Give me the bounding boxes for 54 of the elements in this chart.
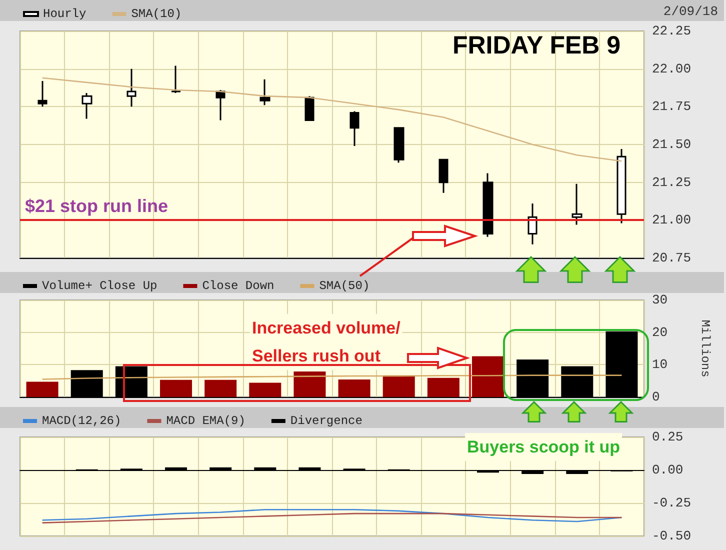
ref-line-label: $21 stop run line: [25, 196, 168, 216]
y-tick-label: 22.00: [652, 61, 692, 76]
bar: [427, 378, 460, 397]
candlestick: [572, 183, 582, 226]
y-tick-label: 21.25: [652, 174, 692, 190]
y-tick-label: 0: [652, 390, 660, 404]
line-series: [42, 77, 622, 162]
candlestick: [126, 68, 136, 108]
legend-label: MACD(12,26): [42, 414, 122, 428]
bar: [26, 382, 58, 397]
chart-title: FRIDAY FEB 9: [452, 32, 621, 60]
candlestick: [82, 92, 92, 120]
legend-label: SMA(50): [319, 279, 370, 293]
candlestick: [170, 65, 182, 94]
bar: [382, 375, 415, 397]
y-axis-title: Millions: [698, 320, 712, 378]
bar: [249, 382, 282, 397]
candlestick: [350, 110, 360, 147]
annotation: Increased volume/ Sellers rush out: [252, 318, 401, 366]
legend-label: Volume+ Close Up: [42, 279, 158, 293]
legend-label: Close Down: [202, 279, 274, 293]
candlestick: [216, 89, 226, 122]
candlestick: [528, 202, 538, 246]
candlestick: [482, 172, 494, 238]
bar: [160, 380, 192, 397]
candlestick: [38, 80, 48, 108]
bar: [204, 380, 237, 397]
y-tick-label: 10: [652, 357, 668, 372]
line-series: [42, 512, 622, 524]
y-tick-label: 21.50: [652, 137, 692, 152]
legend-label: MACD EMA(9): [166, 414, 246, 428]
legend-label: Divergence: [290, 414, 362, 428]
line-series: [42, 508, 622, 522]
y-tick-label: -0.50: [652, 528, 692, 544]
legend-label: SMA(10): [131, 7, 182, 21]
y-tick-label: -0.25: [652, 496, 692, 510]
y-tick-label: 0.00: [652, 462, 684, 478]
bar: [472, 356, 504, 397]
y-tick-label: 20: [652, 324, 668, 340]
y-tick-label: 20.75: [652, 250, 692, 266]
candlestick: [260, 78, 270, 106]
text: 2/09/18: [663, 4, 718, 19]
candlestick: [616, 148, 626, 224]
y-tick-label: 22.25: [652, 24, 692, 38]
candlestick: [438, 158, 448, 194]
bar: [338, 380, 370, 397]
legend-label: Hourly: [43, 7, 86, 21]
y-tick-label: 21.75: [652, 99, 692, 114]
bar: [294, 371, 326, 397]
candlestick: [394, 127, 404, 164]
y-tick-label: 21.00: [652, 212, 692, 228]
annotation: Buyers scoop it up: [467, 438, 620, 456]
y-tick-label: 0.25: [652, 430, 684, 444]
y-tick-label: 30: [652, 292, 668, 308]
